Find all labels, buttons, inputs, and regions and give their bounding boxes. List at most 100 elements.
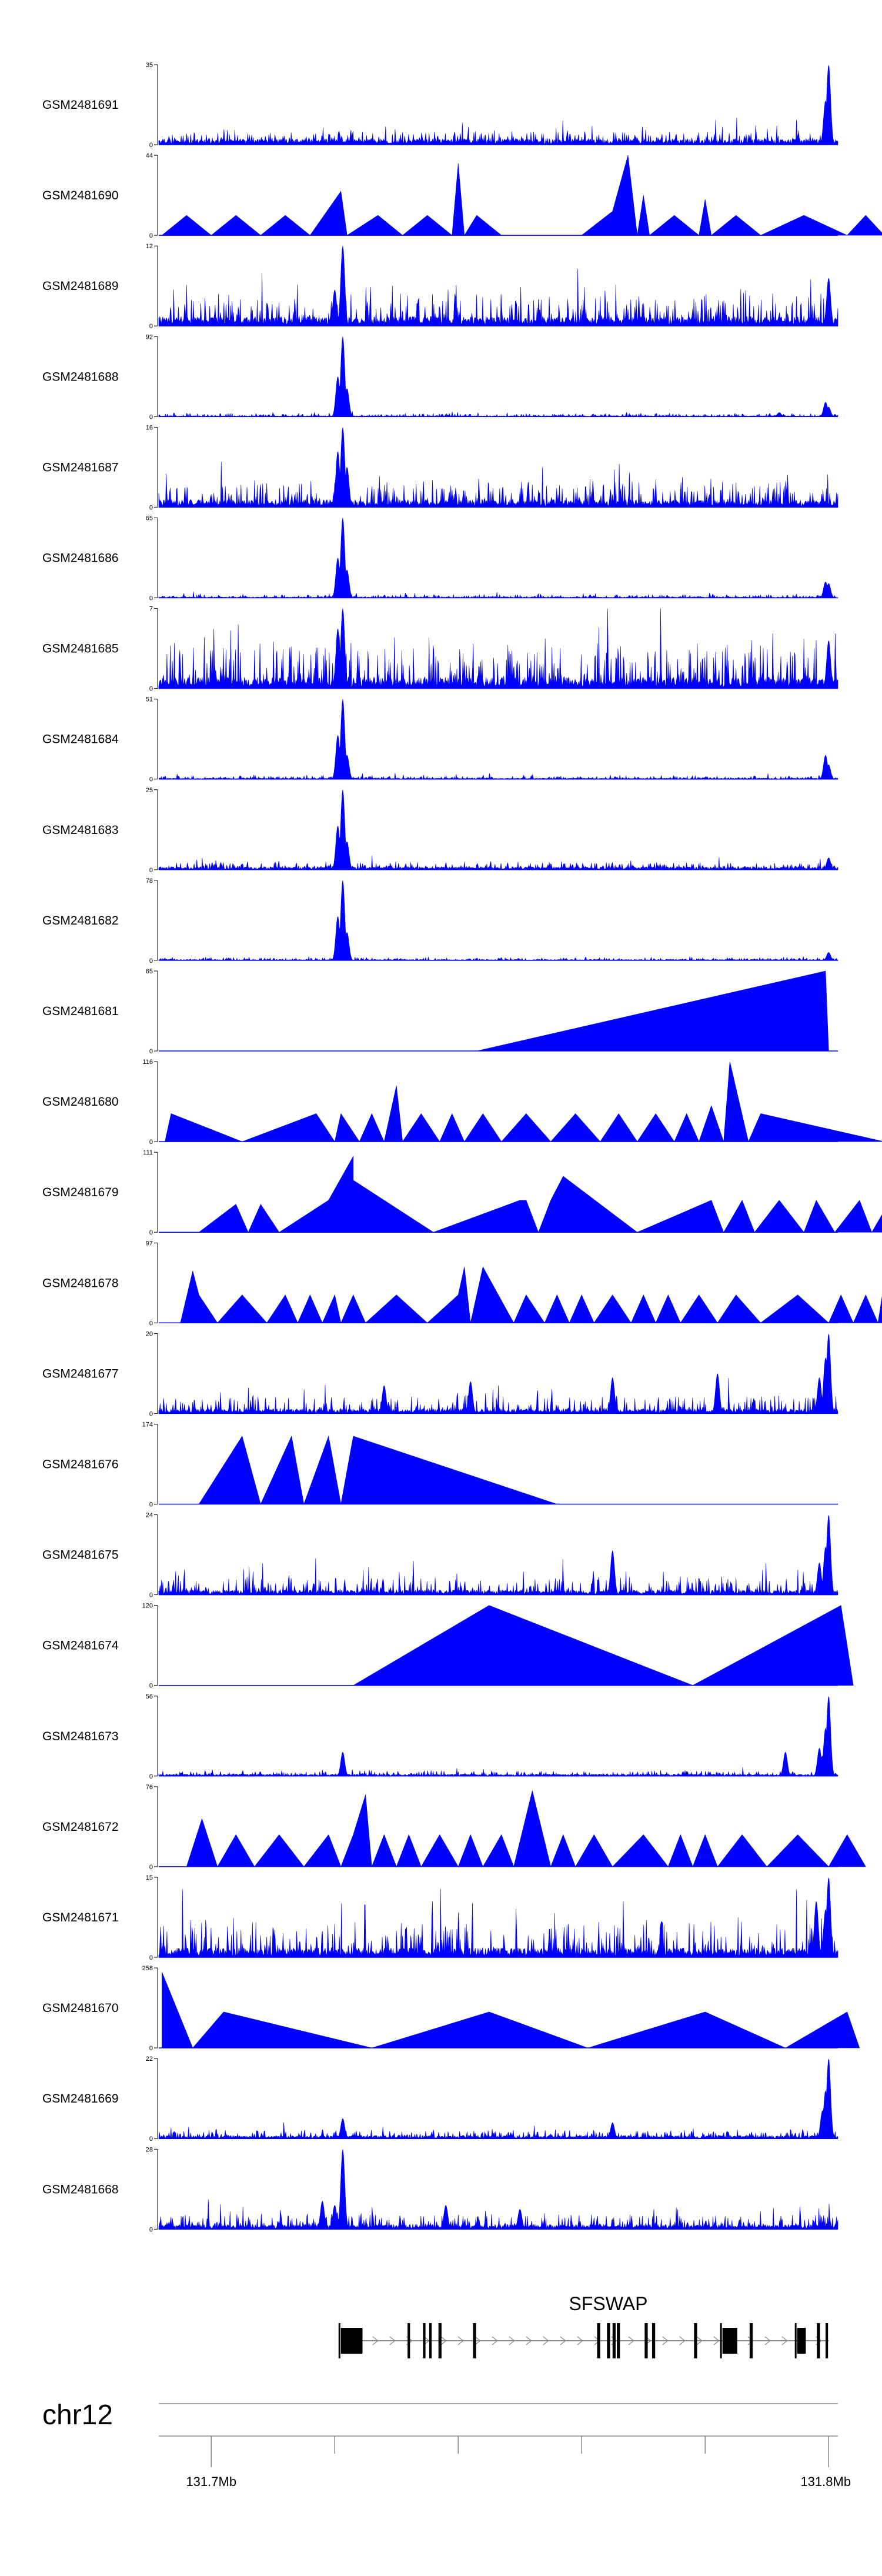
track-label: GSM2481679: [42, 1186, 119, 1199]
track-GSM2481680: GSM2481680 116 0: [42, 1059, 882, 1146]
y-tick-label-max: 24: [146, 1512, 153, 1519]
coverage-tracks: GSM2481691350GSM2481690440GSM2481689120G…: [42, 62, 882, 2233]
y-tick-label-min: 0: [149, 1139, 153, 1146]
y-tick-label-min: 0: [149, 686, 153, 693]
y-tick-label-max: 7: [149, 606, 153, 613]
y-tick-label-max: 22: [146, 2056, 153, 2063]
y-tick-label-max: 35: [146, 62, 153, 69]
y-tick-label-min: 0: [149, 2045, 153, 2052]
track-GSM2481689: GSM2481689 12 0: [42, 243, 838, 330]
track-label: GSM2481680: [42, 1095, 119, 1109]
strand-arrow: [457, 2336, 464, 2345]
coverage-area: [476, 970, 829, 1052]
coverage-area: [158, 246, 838, 326]
coverage-area: [161, 155, 882, 236]
track-GSM2481672: GSM2481672 76 0: [42, 1784, 866, 1871]
track-GSM2481668: GSM2481668 28 0: [42, 2146, 838, 2233]
coverage-area: [158, 608, 838, 689]
track-GSM2481669: GSM2481669 22 0: [42, 2056, 838, 2143]
coverage-area: [186, 1790, 866, 1867]
y-tick-label-min: 0: [149, 1683, 153, 1690]
y-tick-label-min: 0: [149, 2226, 153, 2233]
strand-arrow: [372, 2336, 379, 2345]
track-GSM2481691: GSM2481691 35 0: [42, 62, 838, 149]
track-label: GSM2481674: [42, 1639, 119, 1653]
strand-arrow: [764, 2336, 771, 2345]
exon: [722, 2328, 737, 2354]
y-tick-label-min: 0: [149, 1229, 153, 1236]
track-GSM2481683: GSM2481683 25 0: [42, 787, 838, 874]
track-label: GSM2481686: [42, 552, 119, 565]
track-GSM2481684: GSM2481684 51 0: [42, 696, 838, 783]
y-tick-label-max: 76: [146, 1784, 153, 1791]
y-tick-label-min: 0: [149, 413, 153, 421]
y-tick-label-max: 25: [146, 787, 153, 794]
track-label: GSM2481669: [42, 2092, 119, 2105]
track-label: GSM2481687: [42, 461, 119, 474]
exon: [407, 2323, 410, 2358]
track-GSM2481682: GSM2481682 78 0: [42, 877, 838, 965]
track-GSM2481679: GSM2481679 111 0: [42, 1149, 882, 1236]
exon: [652, 2323, 656, 2358]
track-label: GSM2481678: [42, 1276, 119, 1290]
gene-annotation-track: SFSWAP: [338, 2293, 829, 2358]
exon: [797, 2328, 806, 2354]
strand-arrow: [526, 2336, 532, 2345]
exon: [423, 2323, 426, 2358]
track-GSM2481687: GSM2481687 16 0: [42, 424, 838, 511]
y-tick-label-max: 174: [142, 1422, 153, 1429]
strand-arrow: [543, 2336, 549, 2345]
track-GSM2481675: GSM2481675 24 0: [42, 1512, 838, 1599]
strand-arrow: [662, 2336, 669, 2345]
strand-arrow: [492, 2336, 498, 2345]
coverage-area: [158, 880, 838, 961]
y-tick-label-min: 0: [149, 323, 153, 330]
y-tick-label-max: 78: [146, 877, 153, 885]
track-label: GSM2481689: [42, 279, 119, 293]
coverage-area: [158, 427, 838, 508]
coverage-area: [158, 2149, 838, 2230]
y-tick-label-min: 0: [149, 957, 153, 965]
x-tick-label: 131.8Mb: [800, 2474, 851, 2489]
y-tick-label-max: 12: [146, 243, 153, 250]
track-GSM2481686: GSM2481686 65 0: [42, 515, 838, 602]
y-tick-label-max: 111: [143, 1149, 153, 1156]
y-tick-label-min: 0: [149, 232, 153, 239]
y-tick-label-min: 0: [149, 1592, 153, 1599]
coverage-area: [158, 1333, 838, 1414]
y-tick-label-max: 116: [142, 1059, 153, 1066]
exon: [694, 2323, 697, 2358]
track-label: GSM2481672: [42, 1820, 119, 1834]
coverage-area: [165, 1062, 882, 1143]
track-GSM2481690: GSM2481690 44 0: [42, 152, 882, 239]
track-label: GSM2481673: [42, 1730, 119, 1743]
coverage-area: [158, 1514, 838, 1595]
chromosome-label: chr12: [42, 2400, 113, 2431]
track-GSM2481676: GSM2481676 174 0: [42, 1422, 838, 1509]
track-label: GSM2481671: [42, 1911, 119, 1924]
track-GSM2481681: GSM2481681 65 0: [42, 968, 838, 1055]
coverage-area: [158, 699, 838, 780]
exon: [749, 2323, 753, 2358]
y-tick-label-max: 20: [146, 1330, 153, 1337]
coverage-area: [158, 336, 838, 417]
strand-arrow: [509, 2336, 515, 2345]
y-tick-label-min: 0: [149, 1501, 153, 1509]
exon: [644, 2323, 648, 2358]
track-label: GSM2481690: [42, 189, 119, 202]
strand-arrow: [423, 2336, 430, 2345]
y-tick-label-max: 16: [146, 424, 153, 431]
track-GSM2481677: GSM2481677 20 0: [42, 1330, 838, 1417]
coverage-area: [158, 1877, 838, 1958]
exon: [607, 2323, 610, 2358]
coverage-area: [158, 518, 838, 599]
track-label: GSM2481682: [42, 914, 119, 927]
track-GSM2481688: GSM2481688 92 0: [42, 333, 838, 421]
track-label: GSM2481691: [42, 98, 119, 112]
strand-arrow: [679, 2336, 686, 2345]
strand-arrow: [713, 2336, 720, 2345]
exon: [817, 2323, 820, 2358]
coverage-area: [158, 789, 838, 870]
track-label: GSM2481688: [42, 370, 119, 383]
coverage-area: [198, 1435, 557, 1505]
